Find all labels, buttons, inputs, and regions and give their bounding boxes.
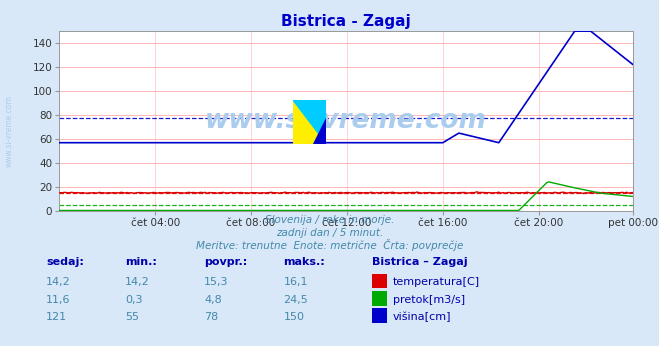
Text: 16,1: 16,1 — [283, 277, 308, 288]
Text: 55: 55 — [125, 312, 139, 322]
Polygon shape — [293, 100, 326, 144]
Polygon shape — [293, 100, 326, 144]
Text: 24,5: 24,5 — [283, 295, 308, 305]
Text: višina[cm]: višina[cm] — [393, 312, 451, 322]
Text: 4,8: 4,8 — [204, 295, 222, 305]
Text: min.:: min.: — [125, 257, 157, 267]
Text: povpr.:: povpr.: — [204, 257, 248, 267]
Text: www.si-vreme.com: www.si-vreme.com — [5, 95, 14, 167]
Text: zadnji dan / 5 minut.: zadnji dan / 5 minut. — [276, 228, 383, 238]
Text: 11,6: 11,6 — [46, 295, 71, 305]
Text: 15,3: 15,3 — [204, 277, 229, 288]
Text: Meritve: trenutne  Enote: metrične  Črta: povprečje: Meritve: trenutne Enote: metrične Črta: … — [196, 239, 463, 251]
Polygon shape — [313, 118, 326, 144]
Text: 78: 78 — [204, 312, 219, 322]
Text: temperatura[C]: temperatura[C] — [393, 277, 480, 288]
Title: Bistrica - Zagaj: Bistrica - Zagaj — [281, 13, 411, 29]
Text: maks.:: maks.: — [283, 257, 325, 267]
Text: 150: 150 — [283, 312, 304, 322]
Text: pretok[m3/s]: pretok[m3/s] — [393, 295, 465, 305]
Text: Slovenija / reke in morje.: Slovenija / reke in morje. — [265, 215, 394, 225]
Text: sedaj:: sedaj: — [46, 257, 84, 267]
Text: 121: 121 — [46, 312, 67, 322]
Text: 14,2: 14,2 — [46, 277, 71, 288]
Text: 0,3: 0,3 — [125, 295, 143, 305]
Text: 14,2: 14,2 — [125, 277, 150, 288]
Text: www.si-vreme.com: www.si-vreme.com — [205, 108, 487, 134]
Text: Bistrica – Zagaj: Bistrica – Zagaj — [372, 257, 468, 267]
